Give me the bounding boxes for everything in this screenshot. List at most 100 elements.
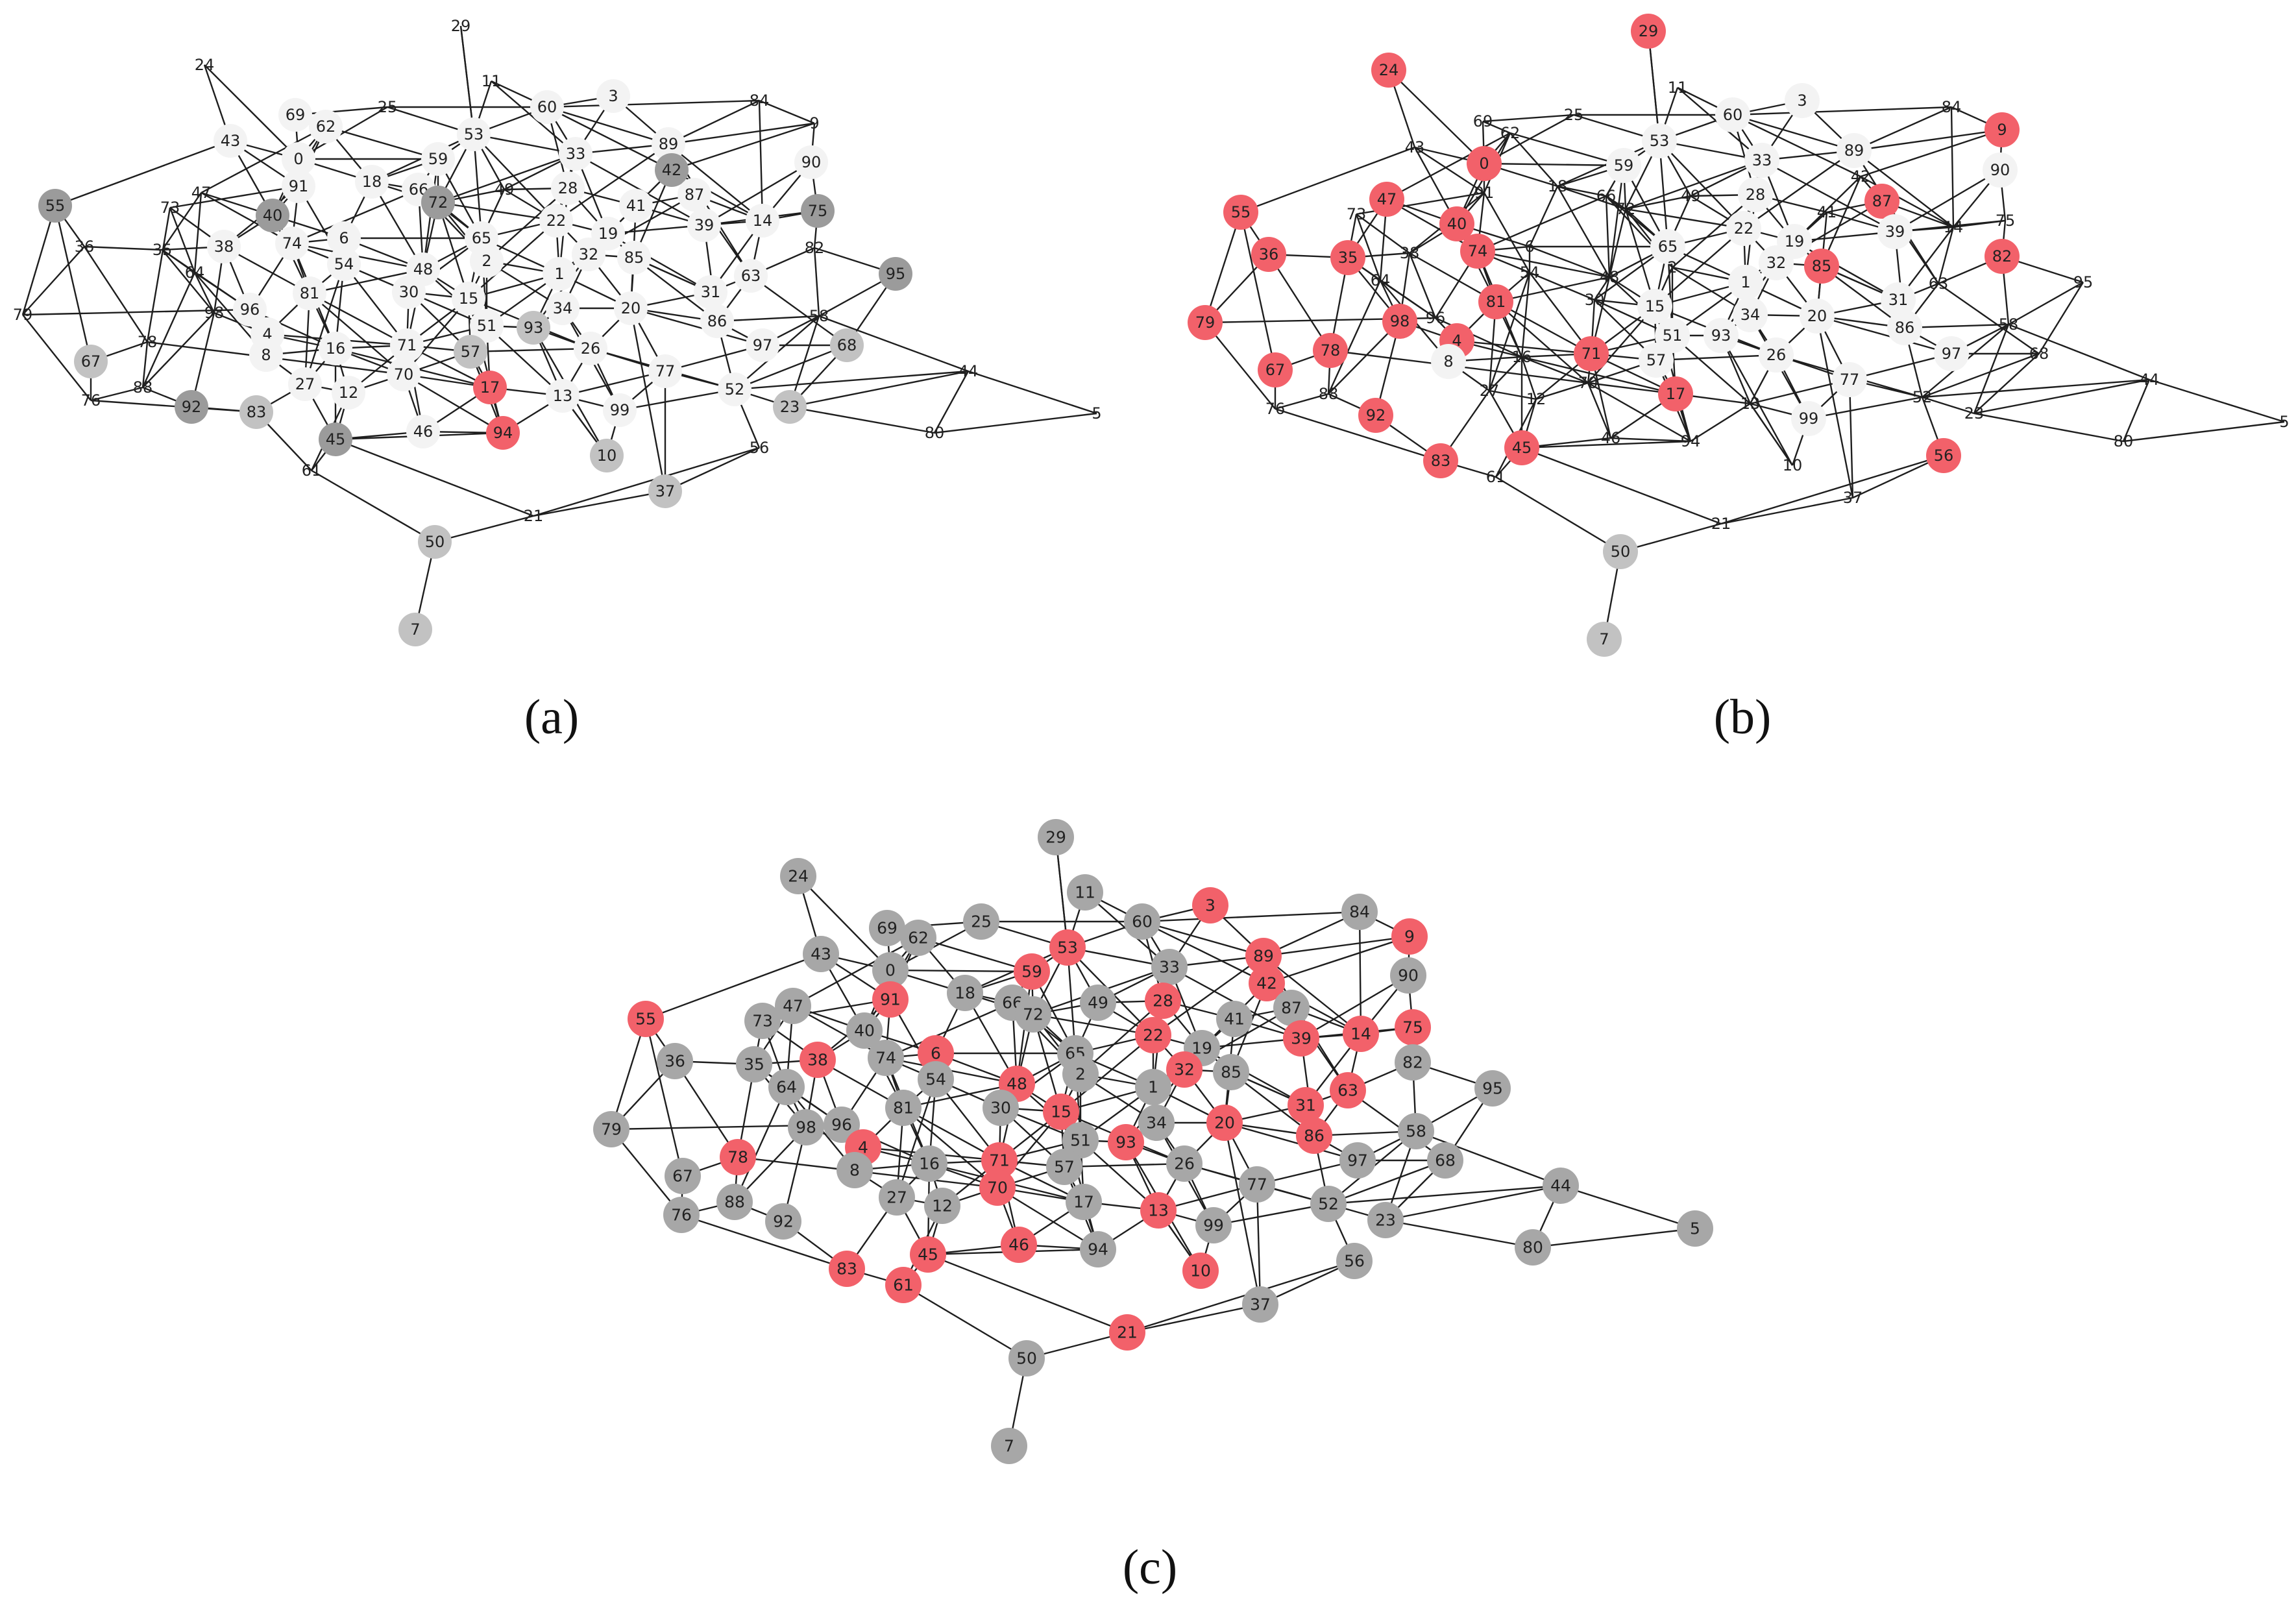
node-marker xyxy=(979,1169,1016,1206)
node-96: 96 xyxy=(824,1107,860,1143)
node-label: 3 xyxy=(1205,896,1215,915)
node-marker xyxy=(734,259,768,293)
node-62: 62 xyxy=(1500,124,1520,142)
edge-55-67 xyxy=(54,205,92,362)
node-61: 61 xyxy=(302,461,322,480)
node-label: 29 xyxy=(451,17,471,35)
node-marker xyxy=(593,1111,629,1147)
node-41: 41 xyxy=(619,189,653,223)
node-77: 77 xyxy=(1239,1166,1275,1203)
node-82: 82 xyxy=(1985,239,2020,274)
node-88: 88 xyxy=(1319,385,1339,403)
node-label: 0 xyxy=(885,961,896,980)
edge-16-17 xyxy=(1521,356,1676,395)
node-marker xyxy=(421,142,455,176)
node-44: 44 xyxy=(1543,1168,1579,1204)
node-82: 82 xyxy=(805,239,825,257)
edge-61-50 xyxy=(903,1284,1027,1360)
node-marker xyxy=(1985,112,2020,147)
node-53: 53 xyxy=(457,117,491,151)
node-label: 7 xyxy=(410,620,420,639)
edge-57-26 xyxy=(1655,354,1777,361)
node-label: 20 xyxy=(1807,307,1827,325)
node-67: 67 xyxy=(1258,352,1293,387)
node-30: 30 xyxy=(1585,291,1605,309)
edge-44-80 xyxy=(2122,379,2151,442)
node-43: 43 xyxy=(1405,138,1425,156)
edge-36-78 xyxy=(83,246,149,343)
node-label: 87 xyxy=(1872,192,1892,210)
node-1: 1 xyxy=(1728,265,1763,300)
node-marker xyxy=(1330,240,1365,275)
node-label: 77 xyxy=(1840,371,1860,389)
node-82: 82 xyxy=(1395,1044,1431,1081)
node-marker xyxy=(824,1107,860,1143)
edge-84-60 xyxy=(1732,106,1952,116)
node-11: 11 xyxy=(1067,874,1103,911)
node-marker xyxy=(1800,299,1835,334)
node-marker xyxy=(801,194,835,228)
edge-51-13 xyxy=(486,325,563,397)
node-label: 60 xyxy=(537,98,557,116)
node-label: 64 xyxy=(776,1078,797,1097)
node-label: 83 xyxy=(837,1260,857,1279)
node-label: 40 xyxy=(854,1022,875,1040)
node-87: 87 xyxy=(1273,990,1310,1026)
node-label: 80 xyxy=(2114,432,2134,450)
node-marker xyxy=(1467,146,1502,181)
edge-57-26 xyxy=(1064,1162,1185,1168)
node-label: 73 xyxy=(160,199,180,217)
node-13: 13 xyxy=(1140,1192,1177,1229)
node-marker xyxy=(868,1040,904,1076)
node-84: 84 xyxy=(750,92,770,110)
node-33: 33 xyxy=(559,137,592,171)
node-marker xyxy=(1242,1286,1278,1323)
edge-70-94 xyxy=(997,1186,1099,1251)
node-93: 93 xyxy=(1108,1124,1144,1160)
node-8: 8 xyxy=(837,1152,873,1188)
edge-64-98 xyxy=(193,272,215,313)
node-18: 18 xyxy=(947,975,983,1011)
node-95: 95 xyxy=(879,257,912,291)
node-marker xyxy=(746,204,779,238)
node-label: 43 xyxy=(811,945,831,964)
node-marker xyxy=(700,304,734,338)
node-60: 60 xyxy=(1715,97,1750,132)
node-marker xyxy=(387,358,421,391)
node-label: 7 xyxy=(1004,1437,1014,1456)
node-58: 58 xyxy=(1398,1113,1434,1149)
node-label: 61 xyxy=(302,461,322,480)
node-label: 31 xyxy=(1295,1096,1316,1115)
node-label: 29 xyxy=(1639,22,1659,40)
node-17: 17 xyxy=(1066,1184,1102,1220)
node-marker xyxy=(406,415,440,448)
node-87: 87 xyxy=(1864,184,1899,219)
node-34: 34 xyxy=(1733,297,1768,332)
node-9: 9 xyxy=(809,114,819,132)
node-marker xyxy=(1728,265,1763,300)
edge-4-71 xyxy=(1456,339,1592,355)
edge-23-80 xyxy=(1385,1219,1533,1249)
node-73: 73 xyxy=(160,199,180,217)
edge-5-80 xyxy=(2123,421,2285,443)
node-label: 12 xyxy=(1526,390,1546,408)
edge-59-0 xyxy=(1484,162,1624,167)
edge-62-18 xyxy=(1509,132,1558,187)
node-32: 32 xyxy=(1166,1051,1203,1088)
node-label: 95 xyxy=(2073,273,2094,291)
edge-90-39 xyxy=(1301,974,1409,1040)
node-marker xyxy=(233,293,267,326)
edge-18-6 xyxy=(1528,186,1559,247)
node-label: 29 xyxy=(1045,828,1066,847)
node-label: 37 xyxy=(1250,1295,1271,1314)
node-marker xyxy=(1066,1184,1102,1220)
node-label: 5 xyxy=(1092,404,1101,422)
node-marker xyxy=(457,117,491,151)
node-marker xyxy=(175,390,208,424)
edge-9-89 xyxy=(668,122,815,145)
node-74: 74 xyxy=(1460,234,1495,269)
node-marker xyxy=(800,1042,836,1078)
node-51: 51 xyxy=(1062,1122,1099,1158)
node-label: 48 xyxy=(1600,268,1620,286)
